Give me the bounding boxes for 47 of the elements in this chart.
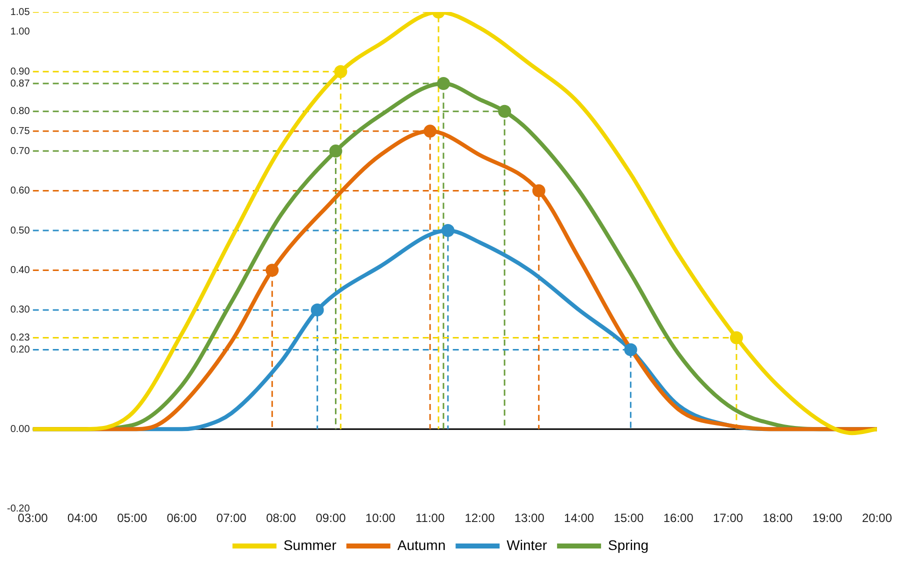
x-tick-label: 18:00 (762, 511, 794, 526)
x-tick-label: 11:00 (415, 511, 445, 526)
point (424, 124, 437, 138)
x-tick-label: 15:00 (614, 511, 644, 526)
point (334, 65, 348, 78)
y-tick-label: 0.75 (10, 126, 30, 137)
x-tick-label: 17:00 (713, 511, 744, 526)
x-tick-label: 20:00 (862, 511, 892, 526)
legend-label: Spring (608, 536, 649, 553)
y-tick-label: 1.00 (10, 26, 30, 38)
x-tick-label: 13:00 (514, 511, 545, 526)
point (624, 343, 638, 356)
point (310, 303, 324, 316)
x-tick-label: 06:00 (166, 511, 198, 526)
x-tick-label: 16:00 (663, 511, 694, 526)
x-tick-label: 14:00 (564, 511, 594, 526)
x-tick-label: 08:00 (266, 511, 296, 526)
x-tick-label: 05:00 (117, 511, 148, 526)
x-tick-label: 10:00 (365, 511, 396, 526)
y-tick-label: 0.40 (10, 264, 30, 276)
x-tick-label: 12:00 (464, 511, 496, 526)
y-tick-label: 0.70 (10, 146, 30, 157)
point (498, 104, 512, 118)
legend-label: Autumn (397, 536, 446, 553)
y-tick-label: 0.00 (10, 424, 30, 435)
y-tick-label: 0.90 (10, 66, 30, 78)
legend-label: Summer (283, 536, 337, 553)
legend-label: Winter (506, 536, 548, 553)
y-tick-label: 0.30 (10, 304, 30, 316)
line-series (32, 12, 877, 436)
point (436, 77, 450, 90)
point (266, 264, 279, 277)
y-tick-label: 0.50 (10, 225, 30, 236)
y-tick-label: 0.20 (10, 344, 30, 356)
x-tick-label: 07:00 (216, 511, 247, 526)
y-tick-label: 1.05 (10, 6, 30, 18)
point (730, 331, 743, 344)
point (441, 224, 454, 238)
y-tick-label: 0.87 (10, 78, 30, 90)
x-tick-label: 09:00 (316, 511, 346, 526)
x-tick-label: 19:00 (812, 511, 843, 526)
point (532, 184, 546, 198)
point (329, 144, 342, 158)
y-tick-label: 0.23 (10, 332, 30, 344)
x-tick-label: 04:00 (67, 511, 98, 526)
y-tick-label: 0.80 (10, 106, 30, 118)
y-tick-label: 0.60 (10, 186, 30, 197)
